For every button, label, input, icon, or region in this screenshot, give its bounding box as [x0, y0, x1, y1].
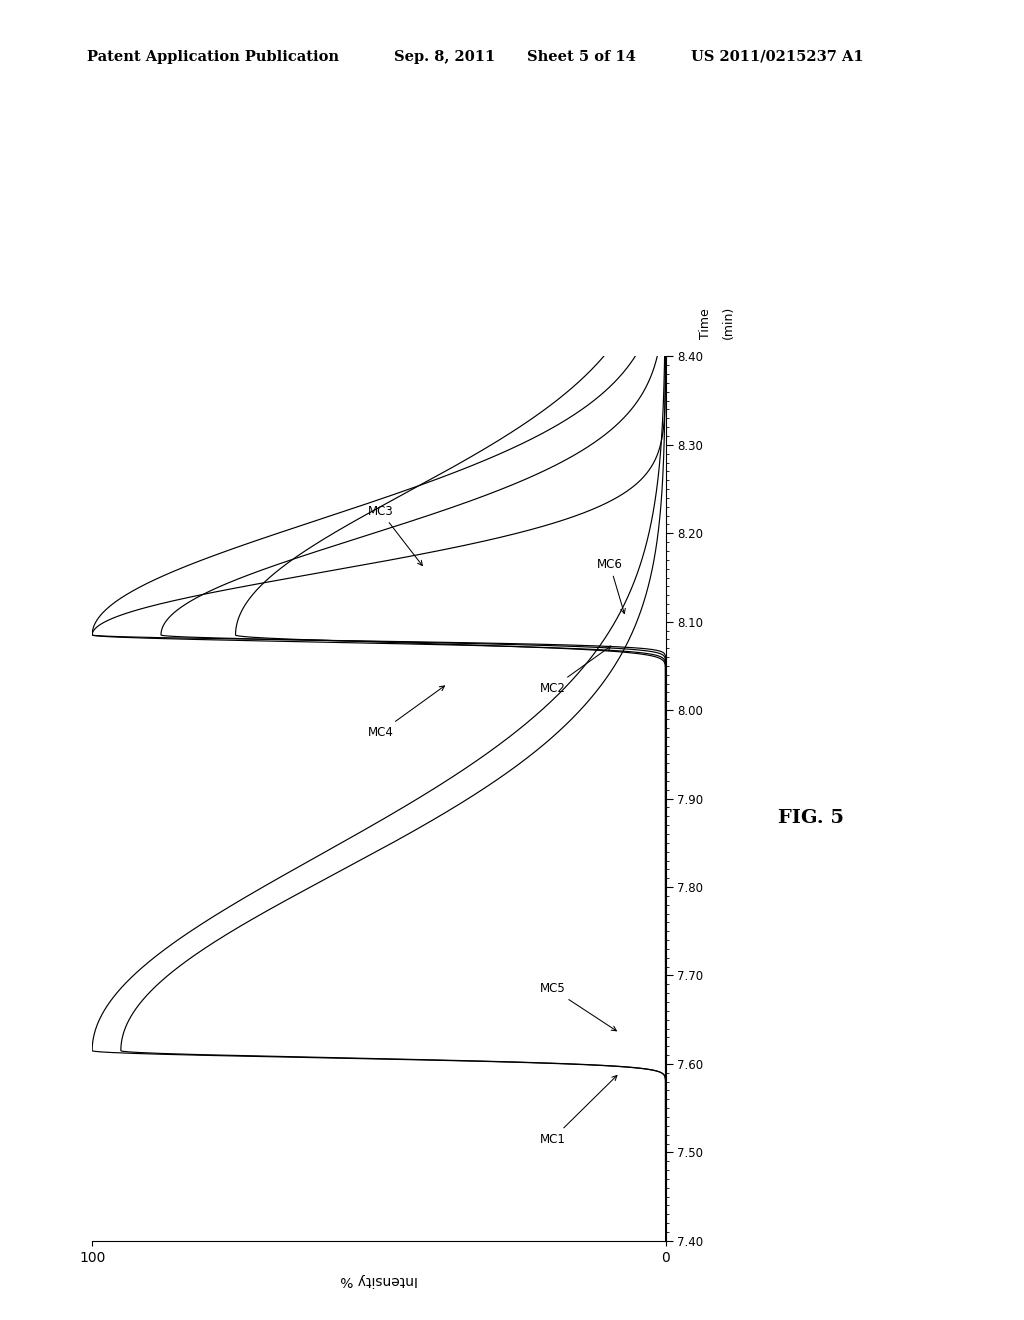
- X-axis label: Intensity %: Intensity %: [340, 1272, 418, 1287]
- Text: FIG. 5: FIG. 5: [778, 809, 844, 828]
- Text: MC3: MC3: [368, 504, 422, 565]
- Text: Sep. 8, 2011: Sep. 8, 2011: [394, 50, 496, 63]
- Text: MC1: MC1: [540, 1076, 616, 1146]
- Text: Time: Time: [699, 308, 713, 339]
- Text: (min): (min): [722, 305, 735, 339]
- Text: MC4: MC4: [368, 686, 444, 739]
- Text: MC6: MC6: [597, 558, 626, 614]
- Text: Patent Application Publication: Patent Application Publication: [87, 50, 339, 63]
- Text: Sheet 5 of 14: Sheet 5 of 14: [527, 50, 636, 63]
- Text: MC5: MC5: [540, 982, 616, 1031]
- Text: US 2011/0215237 A1: US 2011/0215237 A1: [691, 50, 864, 63]
- Text: MC2: MC2: [540, 645, 610, 694]
